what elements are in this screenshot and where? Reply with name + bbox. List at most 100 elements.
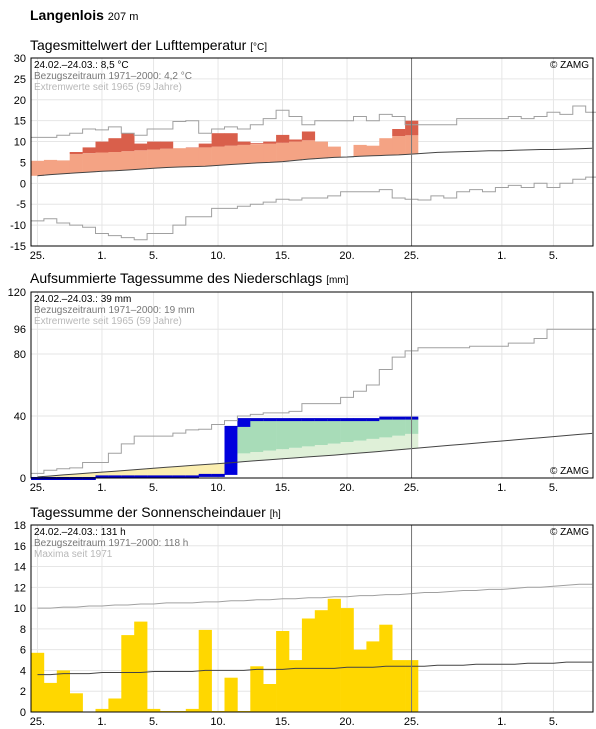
precip-deficit xyxy=(160,467,174,477)
precip-heavy-day xyxy=(237,419,251,427)
precip-max-line xyxy=(31,328,596,474)
temperature-info-line: Extremwerte seit 1965 (59 Jahre) xyxy=(34,82,182,93)
temperature-normal-line xyxy=(37,147,593,177)
precip-area-green xyxy=(250,419,264,452)
precip-current-step xyxy=(301,418,316,422)
temperature-title-text: Tagesmittelwert der Lufttemperatur xyxy=(30,37,247,53)
temperature-xtick-label: 5. xyxy=(149,250,158,262)
sunshine-normal-line xyxy=(37,661,593,676)
sunshine-bar xyxy=(31,652,45,712)
temperature-bar xyxy=(379,138,393,156)
precip-current-step xyxy=(172,475,187,479)
temperature-ytick-label: -5 xyxy=(16,199,26,211)
precipitation-xtick-label: 20. xyxy=(339,482,354,494)
precip-deficit xyxy=(56,474,70,478)
sunshine-xtick-label: 20. xyxy=(339,716,354,728)
sunshine-copyright: © ZAMG xyxy=(550,527,589,538)
precipitation-ytick-label: 40 xyxy=(14,411,26,423)
temperature-bar-high xyxy=(276,134,290,143)
precip-current-step xyxy=(108,475,122,479)
temperature-bar-high xyxy=(198,143,212,148)
temperature-bar xyxy=(263,143,277,163)
precip-deficit xyxy=(82,473,96,478)
precip-area-light xyxy=(301,446,316,457)
precip-area-green xyxy=(237,419,251,454)
precipitation-frame xyxy=(30,291,594,479)
sunshine-xtick-label: 1. xyxy=(97,716,106,728)
precip-deficit xyxy=(121,470,135,477)
precip-current-step xyxy=(327,418,341,422)
sunshine-bar xyxy=(353,649,367,712)
sunshine-bar xyxy=(263,684,277,712)
precip-area-light xyxy=(263,450,277,460)
sunshine-ytick-label: 6 xyxy=(20,645,26,657)
sunshine-ytick-label: 8 xyxy=(20,624,26,636)
temperature-bar xyxy=(82,153,96,173)
temperature-bar xyxy=(237,144,251,164)
precip-current-step xyxy=(276,418,290,422)
precip-area-light xyxy=(327,443,341,456)
sunshine-bar xyxy=(108,698,122,712)
sunshine-bar xyxy=(224,677,238,712)
precip-area-green xyxy=(327,419,341,444)
temperature-xtick-label: 20. xyxy=(339,250,354,262)
temperature-xtick-label: 15. xyxy=(275,250,290,262)
precipitation-copyright: © ZAMG xyxy=(550,466,589,477)
precip-deficit xyxy=(95,472,109,477)
sunshine-xtick-label: 10. xyxy=(210,716,225,728)
sunshine-info-line: Maxima seit 1971 xyxy=(34,549,113,560)
precipitation-xtick-label: 25. xyxy=(30,482,45,494)
precip-deficit xyxy=(198,464,212,475)
temperature-xtick-label: 25. xyxy=(404,250,419,262)
sunshine-bar xyxy=(69,693,83,712)
temperature-bar xyxy=(172,148,187,167)
sunshine-ytick-label: 18 xyxy=(14,520,26,532)
precip-current-step xyxy=(134,475,148,479)
sunshine-ytick-label: 10 xyxy=(14,603,26,615)
precip-area-green xyxy=(379,417,393,438)
temperature-bar xyxy=(353,144,367,157)
sunshine-bar xyxy=(301,618,316,712)
temperature-bar-high xyxy=(224,133,238,146)
sunshine-info-line: Bezugszeitraum 1971–2000: 118 h xyxy=(34,538,188,549)
precip-area-green xyxy=(276,419,290,450)
sunshine-bar xyxy=(289,660,303,712)
precip-current-step xyxy=(198,473,212,477)
temperature-bar-high xyxy=(147,141,161,150)
temperature-bar-high xyxy=(121,133,135,152)
sunshine-title-text: Tagessumme der Sonnenscheindauer xyxy=(30,504,266,520)
temperature-min-line xyxy=(31,176,596,241)
temperature-xtick-label: 25. xyxy=(30,250,45,262)
temperature-xtick-label: 10. xyxy=(210,250,225,262)
temperature-bar-high xyxy=(160,141,174,149)
precip-deficit xyxy=(147,468,161,477)
temperature-ytick-label: 20 xyxy=(14,95,26,107)
precip-current-step xyxy=(250,418,264,422)
precip-deficit xyxy=(108,471,122,477)
temperature-info-line: 24.02.–24.03.: 8,5 °C xyxy=(34,60,129,71)
temperature-bar-high xyxy=(289,139,303,142)
precip-area-light xyxy=(366,438,380,452)
precip-area-green xyxy=(392,417,406,436)
precip-current-step xyxy=(289,418,303,422)
precip-current-step xyxy=(147,475,161,479)
temperature-bar-high xyxy=(211,133,225,147)
precipitation-ytick-label: 80 xyxy=(14,349,26,361)
temperature-bar xyxy=(43,159,58,175)
precip-area-light xyxy=(379,437,393,451)
temperature-bar xyxy=(69,154,83,173)
precip-current-step xyxy=(366,418,380,422)
precip-deficit xyxy=(172,466,187,477)
sunshine-xtick-label: 25. xyxy=(404,716,419,728)
precip-deficit xyxy=(185,465,199,477)
temperature-ytick-label: -10 xyxy=(10,220,26,232)
temperature-bar xyxy=(121,151,135,170)
temperature-bar xyxy=(224,145,238,165)
precip-area-green xyxy=(314,419,328,445)
temperature-xtick-label: 5. xyxy=(549,250,558,262)
sunshine-bar xyxy=(340,608,354,712)
sunshine-bar xyxy=(392,660,406,712)
temperature-bar xyxy=(276,142,290,162)
sunshine-xtick-label: 15. xyxy=(275,716,290,728)
